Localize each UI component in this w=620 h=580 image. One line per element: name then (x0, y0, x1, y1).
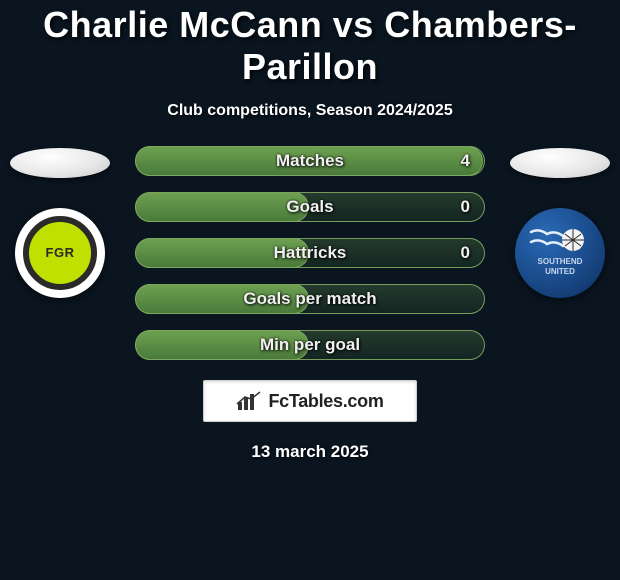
southend-crest-icon: SOUTHEND UNITED (527, 220, 593, 286)
svg-text:UNITED: UNITED (545, 267, 575, 276)
stat-row-goals: Goals 0 (135, 192, 485, 222)
stat-value: 4 (461, 151, 470, 171)
left-club-crest: FOREST GREEN ROVERS (15, 208, 105, 298)
fctables-label: FcTables.com (268, 391, 383, 412)
page-root: Charlie McCann vs Chambers-Parillon Club… (0, 0, 620, 462)
right-avatar-placeholder (510, 148, 610, 178)
right-player-col: SOUTHEND UNITED (510, 148, 610, 298)
stat-label: Goals per match (243, 289, 376, 309)
stat-fill (135, 192, 309, 222)
stat-row-matches: Matches 4 (135, 146, 485, 176)
stat-row-min-per-goal: Min per goal (135, 330, 485, 360)
comparison-row: FOREST GREEN ROVERS Matches 4 Goals 0 Ha… (0, 148, 620, 360)
stat-value: 0 (461, 243, 470, 263)
stat-row-hattricks: Hattricks 0 (135, 238, 485, 268)
stat-value: 0 (461, 197, 470, 217)
right-club-crest: SOUTHEND UNITED (515, 208, 605, 298)
svg-text:FOREST GREEN ROVERS: FOREST GREEN ROVERS (51, 217, 97, 290)
stat-label: Hattricks (274, 243, 347, 263)
bar-chart-icon (236, 390, 262, 412)
svg-text:SOUTHEND: SOUTHEND (538, 257, 583, 266)
left-avatar-placeholder (10, 148, 110, 178)
stat-label: Min per goal (260, 335, 360, 355)
stats-column: Matches 4 Goals 0 Hattricks 0 Goals per … (110, 146, 510, 360)
page-title: Charlie McCann vs Chambers-Parillon (0, 4, 620, 88)
page-subtitle: Club competitions, Season 2024/2025 (0, 102, 620, 120)
crest-ring-text-icon: FOREST GREEN ROVERS (19, 212, 101, 294)
date-label: 13 march 2025 (0, 442, 620, 462)
fctables-badge[interactable]: FcTables.com (203, 380, 417, 422)
left-player-col: FOREST GREEN ROVERS (10, 148, 110, 298)
stat-label: Goals (286, 197, 333, 217)
stat-label: Matches (276, 151, 344, 171)
stat-row-goals-per-match: Goals per match (135, 284, 485, 314)
